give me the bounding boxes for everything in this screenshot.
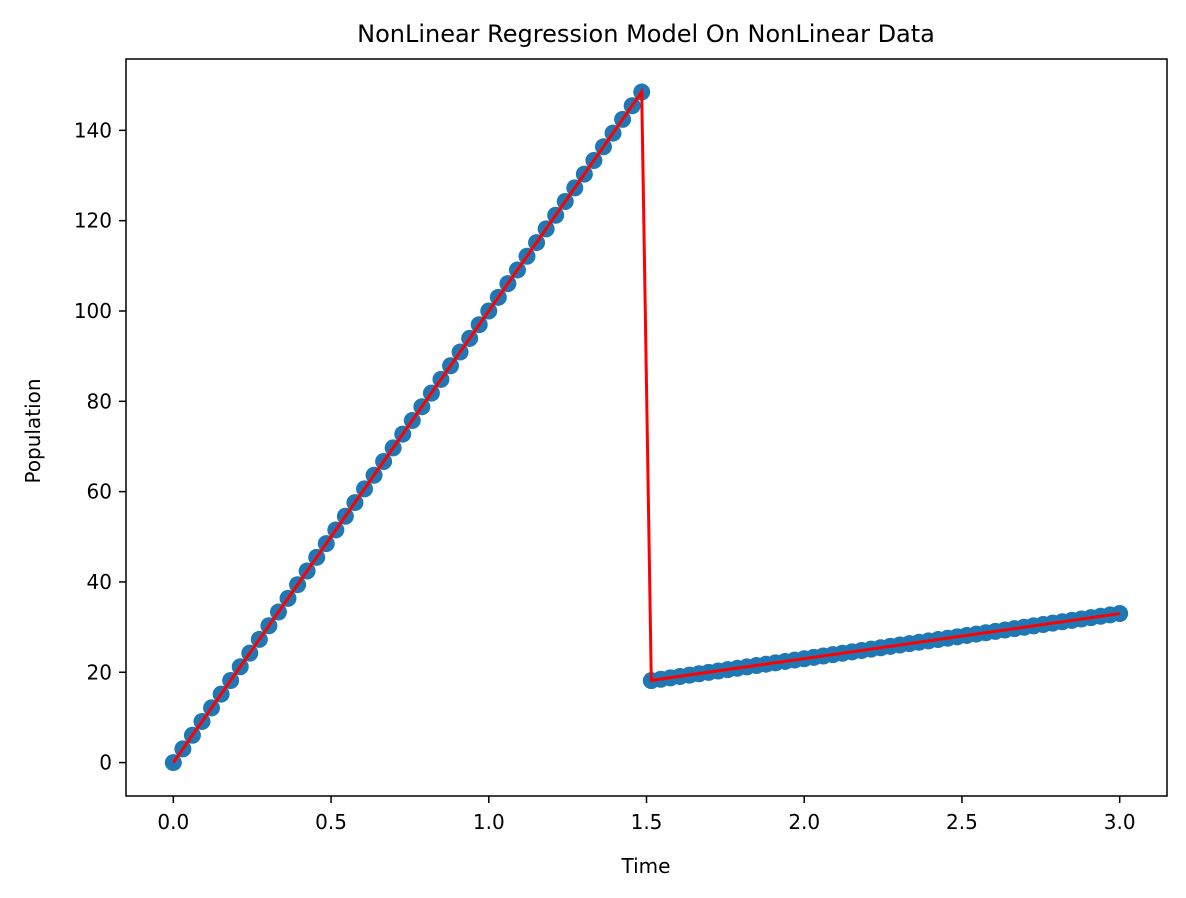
x-axis-ticks: 0.0 0.5 1.0 1.5 2.0 2.5 3.0 bbox=[157, 796, 1136, 834]
y-tick-label: 0 bbox=[99, 751, 112, 775]
chart-title: NonLinear Regression Model On NonLinear … bbox=[357, 20, 935, 48]
y-tick-label: 140 bbox=[74, 118, 112, 142]
x-tick-label: 1.0 bbox=[473, 810, 505, 834]
fit-line bbox=[172, 87, 1120, 764]
x-tick-label: 2.5 bbox=[946, 810, 978, 834]
x-tick-label: 0.0 bbox=[157, 810, 189, 834]
x-axis-label: Time bbox=[621, 854, 671, 878]
regression-line bbox=[172, 87, 1120, 764]
y-tick-label: 80 bbox=[87, 389, 112, 413]
y-tick-label: 100 bbox=[74, 299, 112, 323]
y-tick-label: 60 bbox=[87, 480, 112, 504]
x-tick-label: 3.0 bbox=[1104, 810, 1136, 834]
y-axis-ticks: 0 20 40 60 80 100 120 140 bbox=[74, 118, 126, 775]
y-tick-label: 40 bbox=[87, 570, 112, 594]
x-tick-label: 1.5 bbox=[631, 810, 663, 834]
y-tick-label: 120 bbox=[74, 209, 112, 233]
y-axis-label: Population bbox=[21, 378, 45, 483]
x-tick-label: 2.0 bbox=[788, 810, 820, 834]
x-tick-label: 0.5 bbox=[315, 810, 347, 834]
y-tick-label: 20 bbox=[87, 660, 112, 684]
